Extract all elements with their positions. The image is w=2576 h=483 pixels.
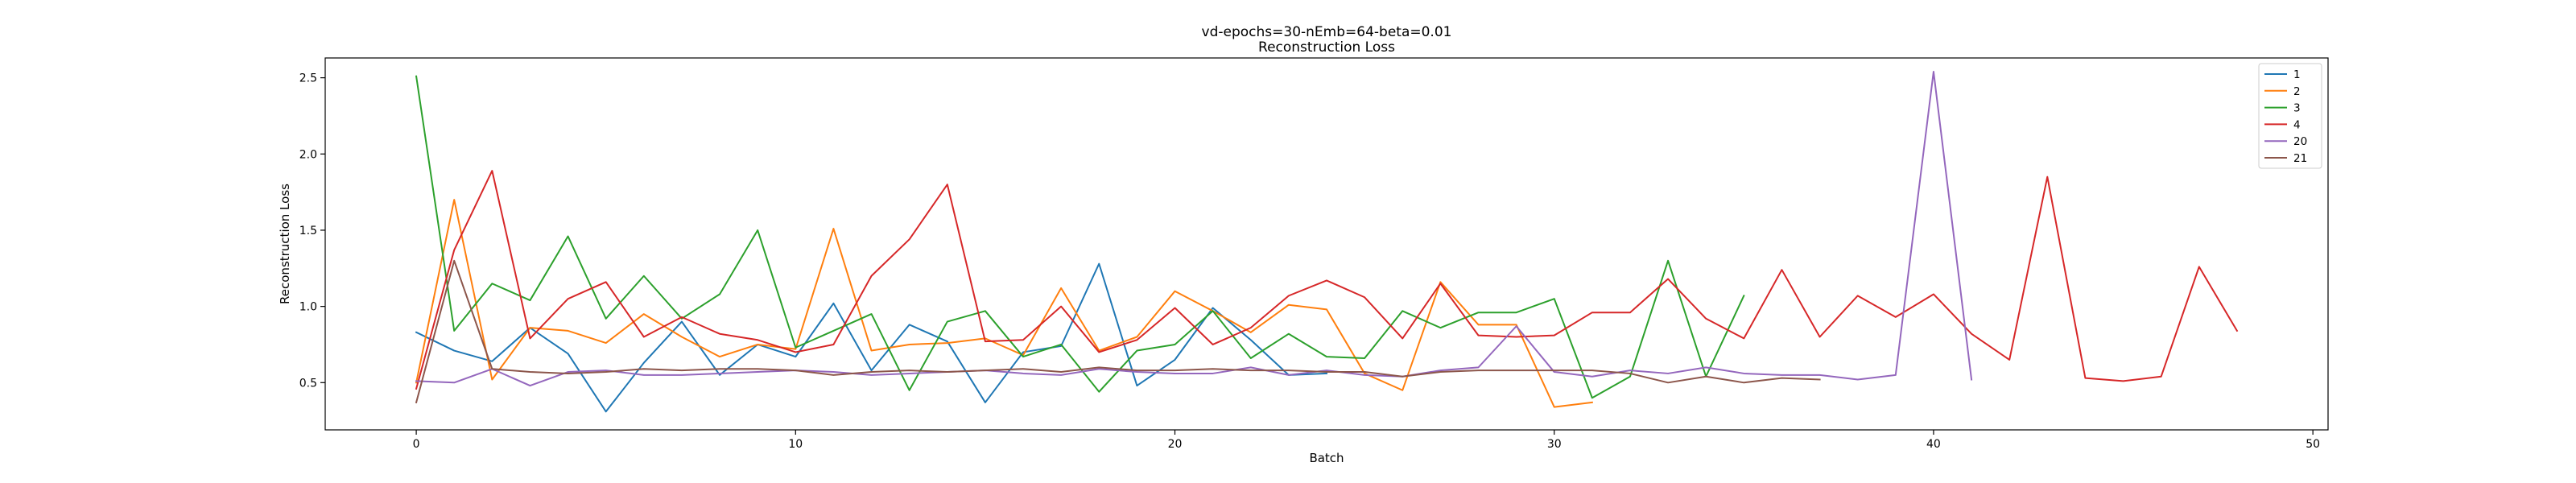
y-tick-label: 0.5 <box>299 377 317 390</box>
legend-label-21: 21 <box>2293 152 2307 165</box>
chart-title: vd-epochs=30-nEmb=64-beta=0.01 <box>1202 24 1452 40</box>
y-axis: 0.5 1.0 1.5 2.0 2.5 <box>299 72 325 390</box>
series-layer <box>415 71 2239 413</box>
legend: 1 2 3 4 20 21 <box>2258 63 2322 169</box>
x-tick-label: 0 <box>413 438 420 451</box>
y-tick-label: 1.0 <box>299 301 317 314</box>
plot-frame <box>324 57 2329 431</box>
x-axis-label: Batch <box>1309 451 1344 465</box>
series-line-2 <box>415 199 1593 408</box>
x-axis: 0 10 20 30 40 50 <box>413 430 2320 451</box>
x-tick-label: 20 <box>1168 438 1183 451</box>
legend-label-4: 4 <box>2293 118 2301 131</box>
chart-subtitle: Reconstruction Loss <box>1258 39 1395 56</box>
y-tick-label: 1.5 <box>299 225 317 237</box>
legend-label-2: 2 <box>2293 85 2301 98</box>
y-tick-label: 2.5 <box>299 72 317 85</box>
series-line-3 <box>415 75 1745 399</box>
series-line-4 <box>415 170 2239 390</box>
legend-label-3: 3 <box>2293 102 2301 115</box>
x-tick-label: 40 <box>1926 438 1941 451</box>
legend-label-1: 1 <box>2293 68 2301 81</box>
legend-frame <box>2258 63 2322 169</box>
x-tick-label: 50 <box>2306 438 2320 451</box>
series-line-20 <box>415 71 1973 387</box>
legend-label-20: 20 <box>2293 135 2307 148</box>
series-line-1 <box>415 262 1328 413</box>
series-line-21 <box>415 259 1821 404</box>
x-tick-label: 30 <box>1547 438 1562 451</box>
x-tick-label: 10 <box>788 438 803 451</box>
y-tick-label: 2.0 <box>299 148 317 161</box>
y-axis-label: Reconstruction Loss <box>278 184 292 304</box>
